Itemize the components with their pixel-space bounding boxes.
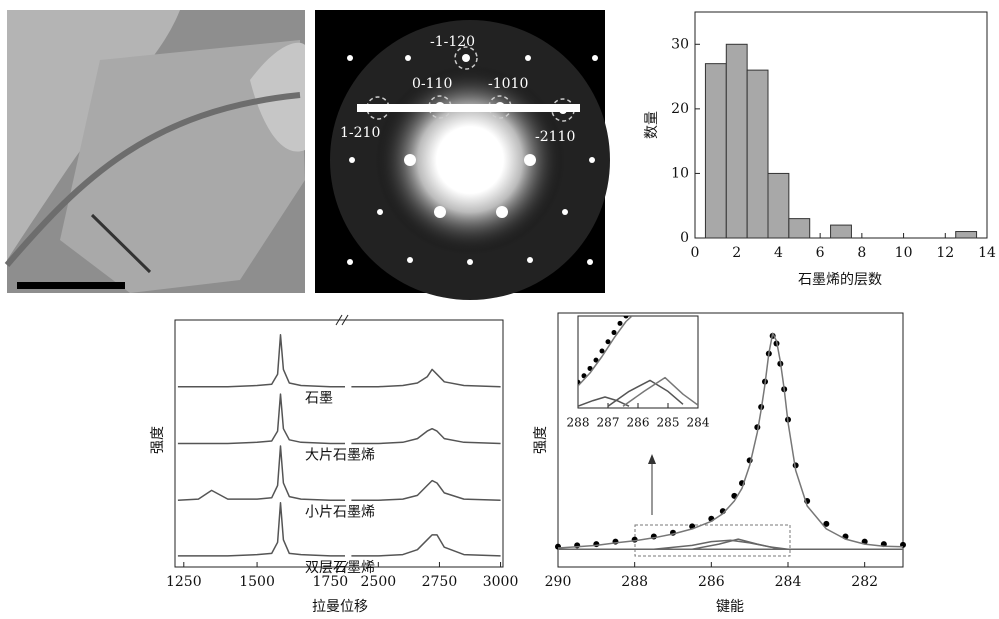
x-tick-label: 12 [936,245,954,261]
x-tick-label: 6 [816,245,825,261]
y-axis-label: 强度 [533,426,549,454]
data-line [654,540,788,549]
data-line [558,333,903,548]
series-label: 大片石墨烯 [305,448,375,464]
diffraction-label: -1-120 [430,34,475,50]
bar [705,64,726,238]
x-tick-label: 284 [687,416,710,430]
series-label: 双层石墨烯 [305,560,375,576]
y-axis-label: 数量 [644,111,660,139]
diffraction-label: -1010 [488,76,528,92]
y-tick-label: 0 [680,230,689,246]
y-tick-label: 30 [671,36,689,52]
x-tick-label: 286 [698,574,725,590]
diffraction-label: -2110 [535,129,575,145]
x-tick-label: 3000 [483,574,519,590]
bar [789,219,810,238]
data-line [178,394,501,443]
x-tick-label: 2750 [422,574,458,590]
x-axis-label: 石墨烯的层数 [798,272,882,288]
page: -1-120 0-110 -1010 1-210 -2110 石墨烯的层数 数量… [0,0,999,619]
diffraction-image: -1-120 0-110 -1010 1-210 -2110 [315,10,610,300]
x-tick-label: 285 [657,416,680,430]
x-tick-label: 1250 [166,574,202,590]
zoom-arrow-head [648,454,656,464]
diffraction-label: 1-210 [340,125,380,141]
x-tick-label: 287 [597,416,620,430]
x-tick-label: 8 [857,245,866,261]
plot-area [555,333,906,550]
x-tick-label: 290 [545,574,572,590]
x-tick-label: 282 [851,574,878,590]
figure: -1-120 0-110 -1010 1-210 -2110 石墨烯的层数 数量… [0,0,999,619]
data-point [624,314,629,319]
data-point [618,321,623,326]
x-tick-label: 288 [621,574,648,590]
bar [831,225,852,238]
x-tick-label: 2 [732,245,741,261]
tem-image [7,10,305,293]
bar [768,173,789,238]
x-tick-label: 2500 [361,574,397,590]
data-line [578,397,629,406]
plot-frame [558,313,903,567]
x-axis-label: 键能 [716,599,744,615]
series-label: 小片石墨烯 [305,504,375,520]
x-axis-label: 拉曼位移 [312,599,368,615]
x-tick-label: 14 [978,245,996,261]
plot-area [576,314,699,407]
bar [747,70,768,238]
y-axis-label: 强度 [150,426,166,454]
diffraction-label: 0-110 [412,76,452,92]
x-tick-label: 4 [774,245,783,261]
bar [956,232,977,238]
x-tick-label: 1500 [239,574,275,590]
data-line [623,378,698,407]
x-tick-label: 0 [691,245,700,261]
series-label: 石墨 [305,391,333,407]
x-tick-label: 288 [567,416,590,430]
y-tick-label: 10 [671,165,689,181]
x-tick-label: 1750 [313,574,349,590]
data-point [612,330,617,335]
x-tick-label: 284 [775,574,802,590]
plot-area [178,335,501,556]
x-tick-label: 286 [627,416,650,430]
x-tick-label: 10 [895,245,913,261]
y-tick-label: 20 [671,101,689,117]
data-line [178,335,501,387]
zoom-box [635,525,790,556]
bar [726,44,747,238]
